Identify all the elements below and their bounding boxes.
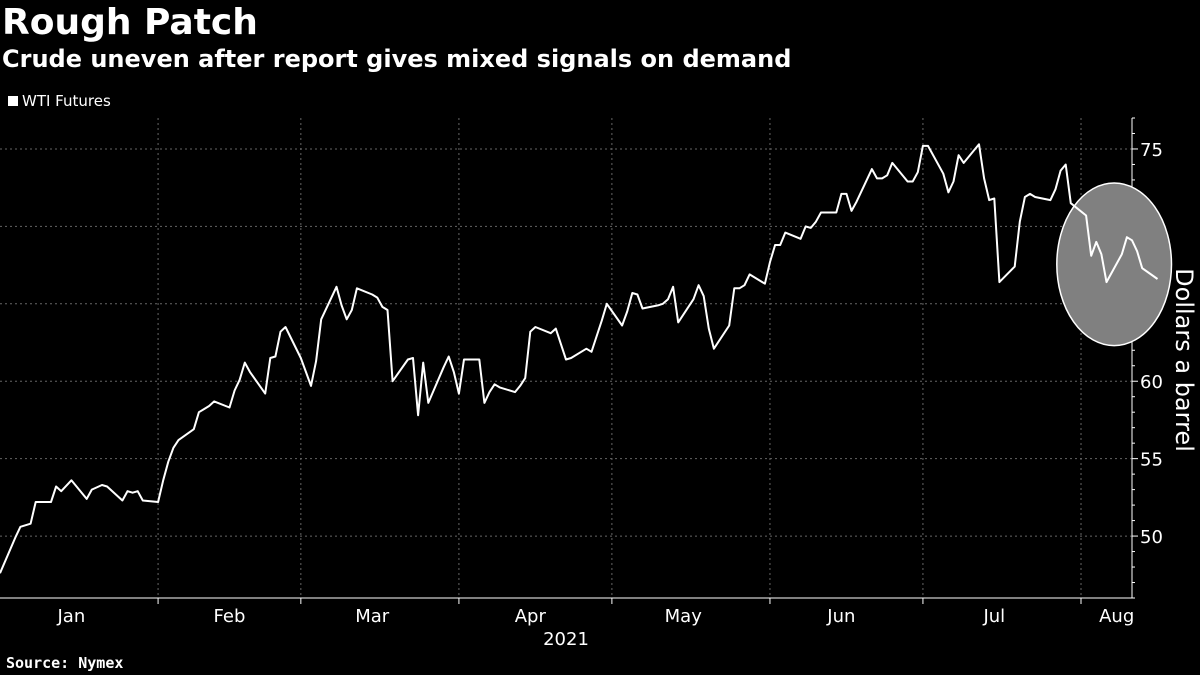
x-tick-label: Feb xyxy=(214,606,246,627)
chart-title: Rough Patch xyxy=(2,2,258,43)
x-tick-label: Mar xyxy=(355,606,390,627)
legend-swatch xyxy=(8,96,18,106)
y-tick-label: 60 xyxy=(1140,372,1163,393)
x-tick-label: Apr xyxy=(515,606,547,627)
highlight-ellipse xyxy=(1056,182,1173,347)
x-axis-year-label: 2021 xyxy=(543,629,589,650)
x-tick-label: Jan xyxy=(57,606,86,627)
legend: WTI Futures xyxy=(8,92,111,110)
x-tick-label: May xyxy=(665,606,703,627)
x-tick-label: Aug xyxy=(1099,606,1134,627)
y-tick-label: 75 xyxy=(1140,140,1163,161)
y-tick-label: 50 xyxy=(1140,527,1163,548)
legend-label: WTI Futures xyxy=(22,92,111,110)
x-tick-label: Jul xyxy=(982,606,1005,627)
y-tick-label: 55 xyxy=(1140,450,1163,471)
chart-subtitle: Crude uneven after report gives mixed si… xyxy=(2,45,792,73)
y-axis-title: Dollars a barrel xyxy=(1170,268,1198,452)
x-tick-label: Jun xyxy=(826,606,855,627)
source-note: Source: Nymex xyxy=(6,654,124,672)
series-line-wti-futures xyxy=(0,143,1159,574)
